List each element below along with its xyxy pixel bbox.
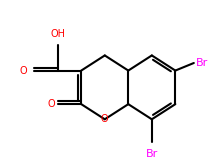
- Text: Br: Br: [146, 149, 158, 159]
- Text: O: O: [101, 114, 109, 124]
- Text: OH: OH: [50, 29, 65, 39]
- Text: O: O: [20, 66, 27, 76]
- Text: Br: Br: [196, 58, 208, 68]
- Text: O: O: [47, 99, 55, 109]
